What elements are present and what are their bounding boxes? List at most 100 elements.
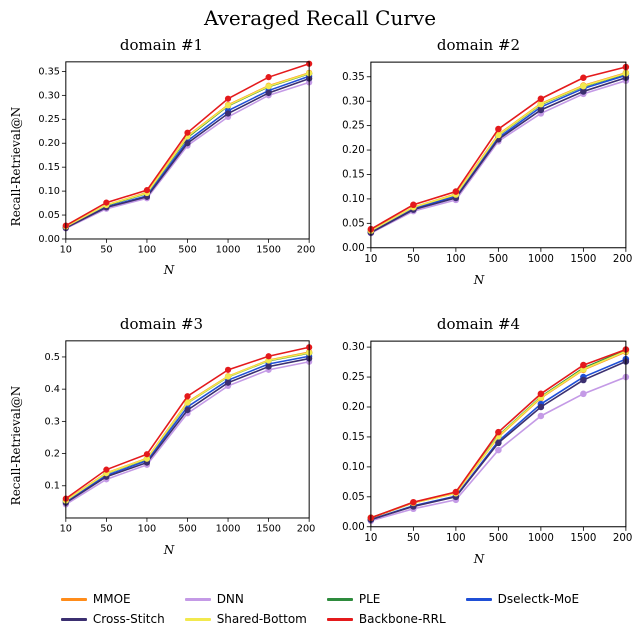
svg-text:0.30: 0.30 xyxy=(38,90,60,101)
svg-text:0.10: 0.10 xyxy=(342,462,365,473)
figure-suptitle: Averaged Recall Curve xyxy=(8,6,632,30)
svg-text:0.15: 0.15 xyxy=(342,170,365,181)
svg-text:1500: 1500 xyxy=(570,533,596,544)
line-chart: 0.000.050.100.150.200.250.300.3510501005… xyxy=(326,56,632,272)
svg-text:100: 100 xyxy=(138,245,157,256)
series-marker-BackboneRRL xyxy=(225,96,231,102)
svg-text:2000: 2000 xyxy=(297,524,315,535)
series-marker-BackboneRRL xyxy=(410,499,417,506)
svg-text:0.35: 0.35 xyxy=(38,66,60,77)
legend-item-CrossStitch: Cross-Stitch xyxy=(61,612,165,626)
series-marker-BackboneRRL xyxy=(265,74,271,80)
svg-text:500: 500 xyxy=(489,533,508,544)
series-marker-BackboneRRL xyxy=(184,393,190,399)
legend-item-MMOE: MMOE xyxy=(61,592,165,606)
legend-column: PLE Backbone-RRL xyxy=(327,592,446,626)
legend-column: DNN Shared-Bottom xyxy=(185,592,307,626)
svg-text:0.25: 0.25 xyxy=(342,121,365,132)
svg-text:1500: 1500 xyxy=(570,254,596,265)
svg-text:0.10: 0.10 xyxy=(38,186,60,197)
series-marker-CrossStitch xyxy=(225,380,231,386)
panel-title: domain #3 xyxy=(8,315,315,333)
series-marker-BackboneRRL xyxy=(225,367,231,373)
series-marker-DNN xyxy=(495,447,502,454)
legend-swatch xyxy=(61,618,87,621)
svg-text:0.05: 0.05 xyxy=(342,492,365,503)
legend-swatch xyxy=(327,598,353,601)
figure: Averaged Recall Curve domain #1 Recall-Re… xyxy=(0,0,640,634)
legend-item-BackboneRRL: Backbone-RRL xyxy=(327,612,446,626)
svg-text:0.00: 0.00 xyxy=(342,243,365,254)
series-marker-CrossStitch xyxy=(580,377,587,384)
svg-text:10: 10 xyxy=(60,524,72,535)
series-marker-SharedBottom xyxy=(225,102,231,108)
panel-1: domain #1Recall-Retrieval@N0.000.050.100… xyxy=(8,36,315,287)
svg-text:0.20: 0.20 xyxy=(342,145,365,156)
y-axis-label: Recall-Retrieval@N xyxy=(8,335,23,556)
svg-text:1000: 1000 xyxy=(216,245,241,256)
line-chart: 0.10.20.30.40.51050100500100015002000 xyxy=(23,335,315,541)
series-marker-CrossStitch xyxy=(184,407,190,413)
legend-swatch xyxy=(185,598,211,601)
svg-text:1000: 1000 xyxy=(216,524,241,535)
legend-label: Backbone-RRL xyxy=(359,612,446,626)
svg-text:0.05: 0.05 xyxy=(38,210,60,221)
series-marker-CrossStitch xyxy=(184,140,190,146)
series-marker-CrossStitch xyxy=(225,110,231,116)
series-marker-BackboneRRL xyxy=(538,95,545,102)
svg-text:50: 50 xyxy=(407,533,420,544)
series-marker-SharedBottom xyxy=(580,83,587,90)
svg-text:0.15: 0.15 xyxy=(342,432,365,443)
panel-4: domain #40.000.050.100.150.200.250.30105… xyxy=(325,315,632,566)
svg-text:0.05: 0.05 xyxy=(342,218,365,229)
svg-text:2000: 2000 xyxy=(613,254,632,265)
series-marker-BackboneRRL xyxy=(103,199,109,205)
svg-text:0.20: 0.20 xyxy=(342,402,365,413)
series-marker-SharedBottom xyxy=(225,374,231,380)
svg-text:0.10: 0.10 xyxy=(342,194,365,205)
y-axis-label: Recall-Retrieval@N xyxy=(8,56,23,277)
svg-text:2000: 2000 xyxy=(297,245,315,256)
svg-text:0.25: 0.25 xyxy=(342,372,365,383)
legend-item-DselectkMoE: Dselectk-MoE xyxy=(466,592,579,606)
series-marker-BackboneRRL xyxy=(184,130,190,136)
svg-text:50: 50 xyxy=(407,254,420,265)
svg-text:1000: 1000 xyxy=(528,533,554,544)
svg-text:500: 500 xyxy=(178,245,197,256)
svg-text:0.3: 0.3 xyxy=(45,417,60,428)
series-marker-BackboneRRL xyxy=(580,74,587,81)
svg-text:100: 100 xyxy=(446,254,465,265)
svg-text:0.20: 0.20 xyxy=(38,138,60,149)
svg-text:0.1: 0.1 xyxy=(45,481,60,492)
panel-3: domain #3Recall-Retrieval@N0.10.20.30.40… xyxy=(8,315,315,566)
line-chart: 0.000.050.100.150.200.250.30105010050010… xyxy=(326,335,632,551)
series-marker-BackboneRRL xyxy=(103,467,109,473)
svg-text:0.15: 0.15 xyxy=(38,162,60,173)
legend-item-SharedBottom: Shared-Bottom xyxy=(185,612,307,626)
series-marker-DNN xyxy=(580,391,587,398)
svg-text:0.35: 0.35 xyxy=(342,72,365,83)
panel-grid: domain #1 Recall-Retrieval@N 0.00 0.05 0.10 0… xyxy=(8,36,632,566)
series-marker-SharedBottom xyxy=(265,83,271,89)
series-marker-BackboneRRL xyxy=(265,353,271,359)
panel-title: domain #1 xyxy=(8,36,315,54)
svg-text:0.30: 0.30 xyxy=(342,96,365,107)
legend-item-PLE: PLE xyxy=(327,592,446,606)
x-axis-label: N xyxy=(326,273,632,287)
series-marker-BackboneRRL xyxy=(453,489,460,496)
svg-text:50: 50 xyxy=(100,245,112,256)
legend-column: MMOE Cross-Stitch xyxy=(61,592,165,626)
panel-2: domain #20.000.050.100.150.200.250.300.3… xyxy=(325,36,632,287)
series-marker-BackboneRRL xyxy=(410,202,417,209)
legend-label: DNN xyxy=(217,592,244,606)
x-axis-label: N xyxy=(23,543,315,557)
legend-swatch xyxy=(61,598,87,601)
svg-text:500: 500 xyxy=(178,524,197,535)
legend: MMOE Cross-Stitch DNN Shared-Bottom PLE Backb… xyxy=(8,592,632,626)
series-marker-CrossStitch xyxy=(538,107,545,114)
svg-text:0.00: 0.00 xyxy=(342,522,365,533)
svg-text:0.2: 0.2 xyxy=(45,449,60,460)
panel-title: domain #4 xyxy=(325,315,632,333)
svg-text:0.25: 0.25 xyxy=(38,114,60,125)
svg-text:1500: 1500 xyxy=(256,524,281,535)
